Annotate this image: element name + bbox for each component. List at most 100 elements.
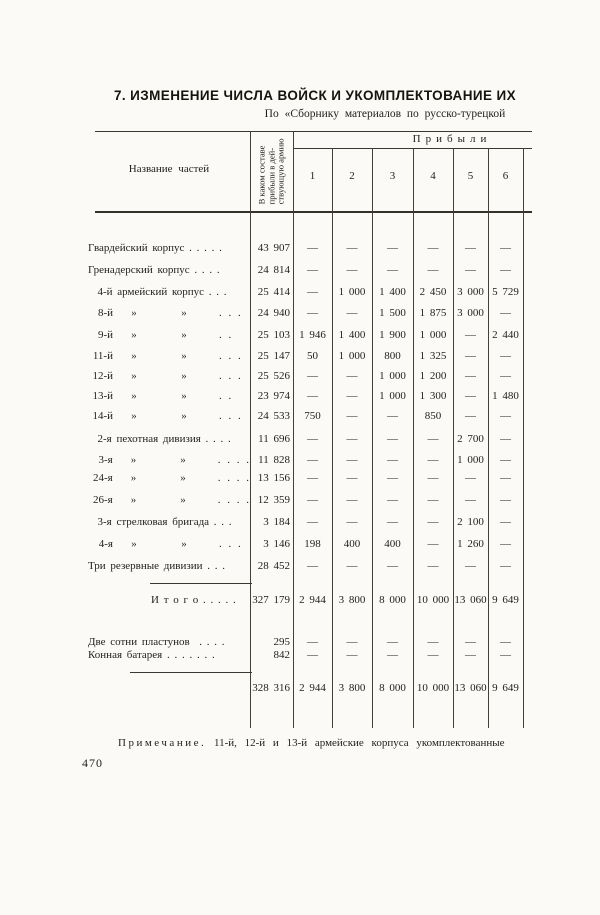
composition-cell: 328 316 xyxy=(252,682,290,694)
unit-name-cell: 3-я » » . . . . xyxy=(88,452,250,468)
composition-cell: 24 940 xyxy=(257,307,290,319)
col-header-6: 6 xyxy=(502,170,509,182)
arrived-col-1-cell: 50 xyxy=(307,350,318,362)
ditto-mark: » xyxy=(131,370,137,382)
table-row: 3-я стрелковая бригада . . . 3 184 — — — — 2 1… xyxy=(88,514,523,530)
leader-dots: . . . xyxy=(219,370,242,382)
arrived-col-5-cell: — xyxy=(465,350,476,362)
table-row: 14-й » » . . . 24 533 750 — — 850 — — xyxy=(88,408,523,424)
unit-name-cell: Три резервные дивизии . . . xyxy=(88,558,250,574)
table-row: 2-я пехотная дивизия . . . . 11 696 — — — — 2 … xyxy=(88,431,523,447)
col-header-5: 5 xyxy=(467,170,474,182)
arrived-col-2-cell: — xyxy=(346,516,358,528)
arrived-col-5-cell: 13 060 xyxy=(454,594,487,606)
arrived-col-4-cell: 1 200 xyxy=(419,370,447,382)
unit-name: Гренадерский корпус . . . . xyxy=(88,264,220,276)
table-right-rule xyxy=(523,148,525,728)
arrived-col-6-cell: — xyxy=(500,649,511,661)
arrived-col-3-cell: 1 000 xyxy=(379,370,406,382)
arrived-col-2-cell: — xyxy=(346,390,358,402)
arrived-col-1-cell: — xyxy=(307,307,318,319)
arrived-col-4-cell: — xyxy=(427,433,439,445)
arrived-col-3-cell: 1 900 xyxy=(379,329,406,341)
arrived-col-4-cell: 1 875 xyxy=(419,307,447,319)
composition-cell: 842 xyxy=(273,649,291,661)
divider-comp-col1 xyxy=(293,131,295,728)
arrived-col-2-cell: — xyxy=(346,433,358,445)
arrived-col-4-cell: — xyxy=(427,538,439,550)
composition-cell: 11 696 xyxy=(258,433,290,445)
arrived-col-6-cell: — xyxy=(500,538,511,550)
arrived-col-4-cell: — xyxy=(427,242,439,254)
arrived-col-6-cell: 5 729 xyxy=(492,286,519,298)
arrived-col-4-cell: — xyxy=(427,494,439,506)
unit-ordinal: 8-й xyxy=(97,307,113,319)
table-row: 3-я » » . . . . 11 828 — — — — 1 000 — xyxy=(88,452,523,468)
unit-name-cell: 8-й » » . . . xyxy=(88,305,250,321)
arrived-col-3-cell: — xyxy=(387,264,398,276)
arrived-col-3-cell: 1 000 xyxy=(379,390,406,402)
divider-col3-col4 xyxy=(413,148,415,728)
unit-name-cell: 12-й » » . . . xyxy=(88,368,250,384)
unit-name-cell: 14-й » » . . . xyxy=(88,408,250,424)
ditto-mark: » xyxy=(131,538,137,550)
footnote-body: 11-й, 12-й и 13-й армейские корпуса уком… xyxy=(213,737,505,749)
arrived-col-2-cell: — xyxy=(346,242,358,254)
composition-cell: 327 179 xyxy=(252,594,290,606)
footnote-label: Примечание. xyxy=(118,737,207,749)
composition-cell: 23 974 xyxy=(257,390,290,402)
arrived-col-5-cell: 13 060 xyxy=(454,682,487,694)
arrived-col-1-cell: 750 xyxy=(304,410,321,422)
arrived-col-4-cell: 1 300 xyxy=(419,390,447,402)
arrived-col-1-cell: 198 xyxy=(304,538,321,550)
table-row: И т о г о . . . . . 327 179 2 944 3 800 8 00… xyxy=(88,592,523,608)
total-label: И т о г о . . . . . xyxy=(151,594,236,606)
unit-name: Гвардейский корпус . . . . . xyxy=(88,242,222,254)
composition-cell: 25 103 xyxy=(257,329,290,341)
page-subtitle: По «Сборнику материалов по русско-турецк… xyxy=(264,108,506,120)
col-header-1: 1 xyxy=(309,170,316,182)
arrived-col-1-cell: — xyxy=(307,494,318,506)
arrived-col-6-cell: — xyxy=(500,636,511,648)
arrived-col-5-cell: — xyxy=(465,370,476,382)
arrived-col-2-cell: 3 800 xyxy=(338,682,366,694)
table-row: 4-я » » . . . 3 146 198 400 400 — 1 260 — xyxy=(88,536,523,552)
unit-ordinal: 12-й xyxy=(92,370,113,382)
ditto-mark: » xyxy=(130,494,137,506)
composition-cell: 25 147 xyxy=(257,350,290,362)
arrived-col-4-cell: — xyxy=(427,560,439,572)
table-row: Конная батарея . . . . . . . 842 — — — — — — xyxy=(88,647,523,663)
unit-ordinal: 26-я xyxy=(93,494,113,506)
arrived-col-2-cell: — xyxy=(346,370,358,382)
leader-dots: . . . xyxy=(219,410,242,422)
arrived-col-5-cell: — xyxy=(465,242,476,254)
unit-ordinal: 4-я xyxy=(98,538,113,550)
ditto-mark: » xyxy=(131,390,137,402)
arrived-col-6-cell: — xyxy=(500,454,511,466)
name-column-header: Название частей xyxy=(128,163,210,175)
composition-cell: 24 533 xyxy=(257,410,290,422)
subtotal-rule xyxy=(150,583,252,585)
arrived-col-4-cell: — xyxy=(427,454,439,466)
arrived-col-6-cell: 9 649 xyxy=(492,682,519,694)
divider-col2-col3 xyxy=(372,148,374,728)
unit-name: Три резервные дивизии . . . xyxy=(88,560,225,572)
leader-dots: . . . xyxy=(219,307,242,319)
arrived-col-3-cell: — xyxy=(387,472,398,484)
arrived-col-6-cell: — xyxy=(500,370,511,382)
arrived-col-3-cell: — xyxy=(387,636,398,648)
unit-name-cell: Гвардейский корпус . . . . . xyxy=(88,240,250,256)
arrived-col-5-cell: — xyxy=(465,494,476,506)
composition-cell: 295 xyxy=(273,636,291,648)
unit-name-cell: Две сотни пластунов . . . . xyxy=(88,634,250,650)
table-row: Три резервные дивизии . . . 28 452 — — — — — — xyxy=(88,558,523,574)
arrived-col-5-cell: 3 000 xyxy=(457,307,484,319)
leader-dots: . . xyxy=(219,329,233,341)
unit-name-cell xyxy=(88,680,250,696)
arrived-col-2-cell: — xyxy=(346,560,358,572)
arrived-col-2-cell: — xyxy=(346,264,358,276)
arrived-col-2-cell: 1 000 xyxy=(338,350,366,362)
arrived-col-6-cell: 1 480 xyxy=(492,390,519,402)
col-headers: 1 2 3 4 5 6 xyxy=(293,170,523,182)
table-row: Гвардейский корпус . . . . . 43 907 — — — — — — xyxy=(88,240,523,256)
